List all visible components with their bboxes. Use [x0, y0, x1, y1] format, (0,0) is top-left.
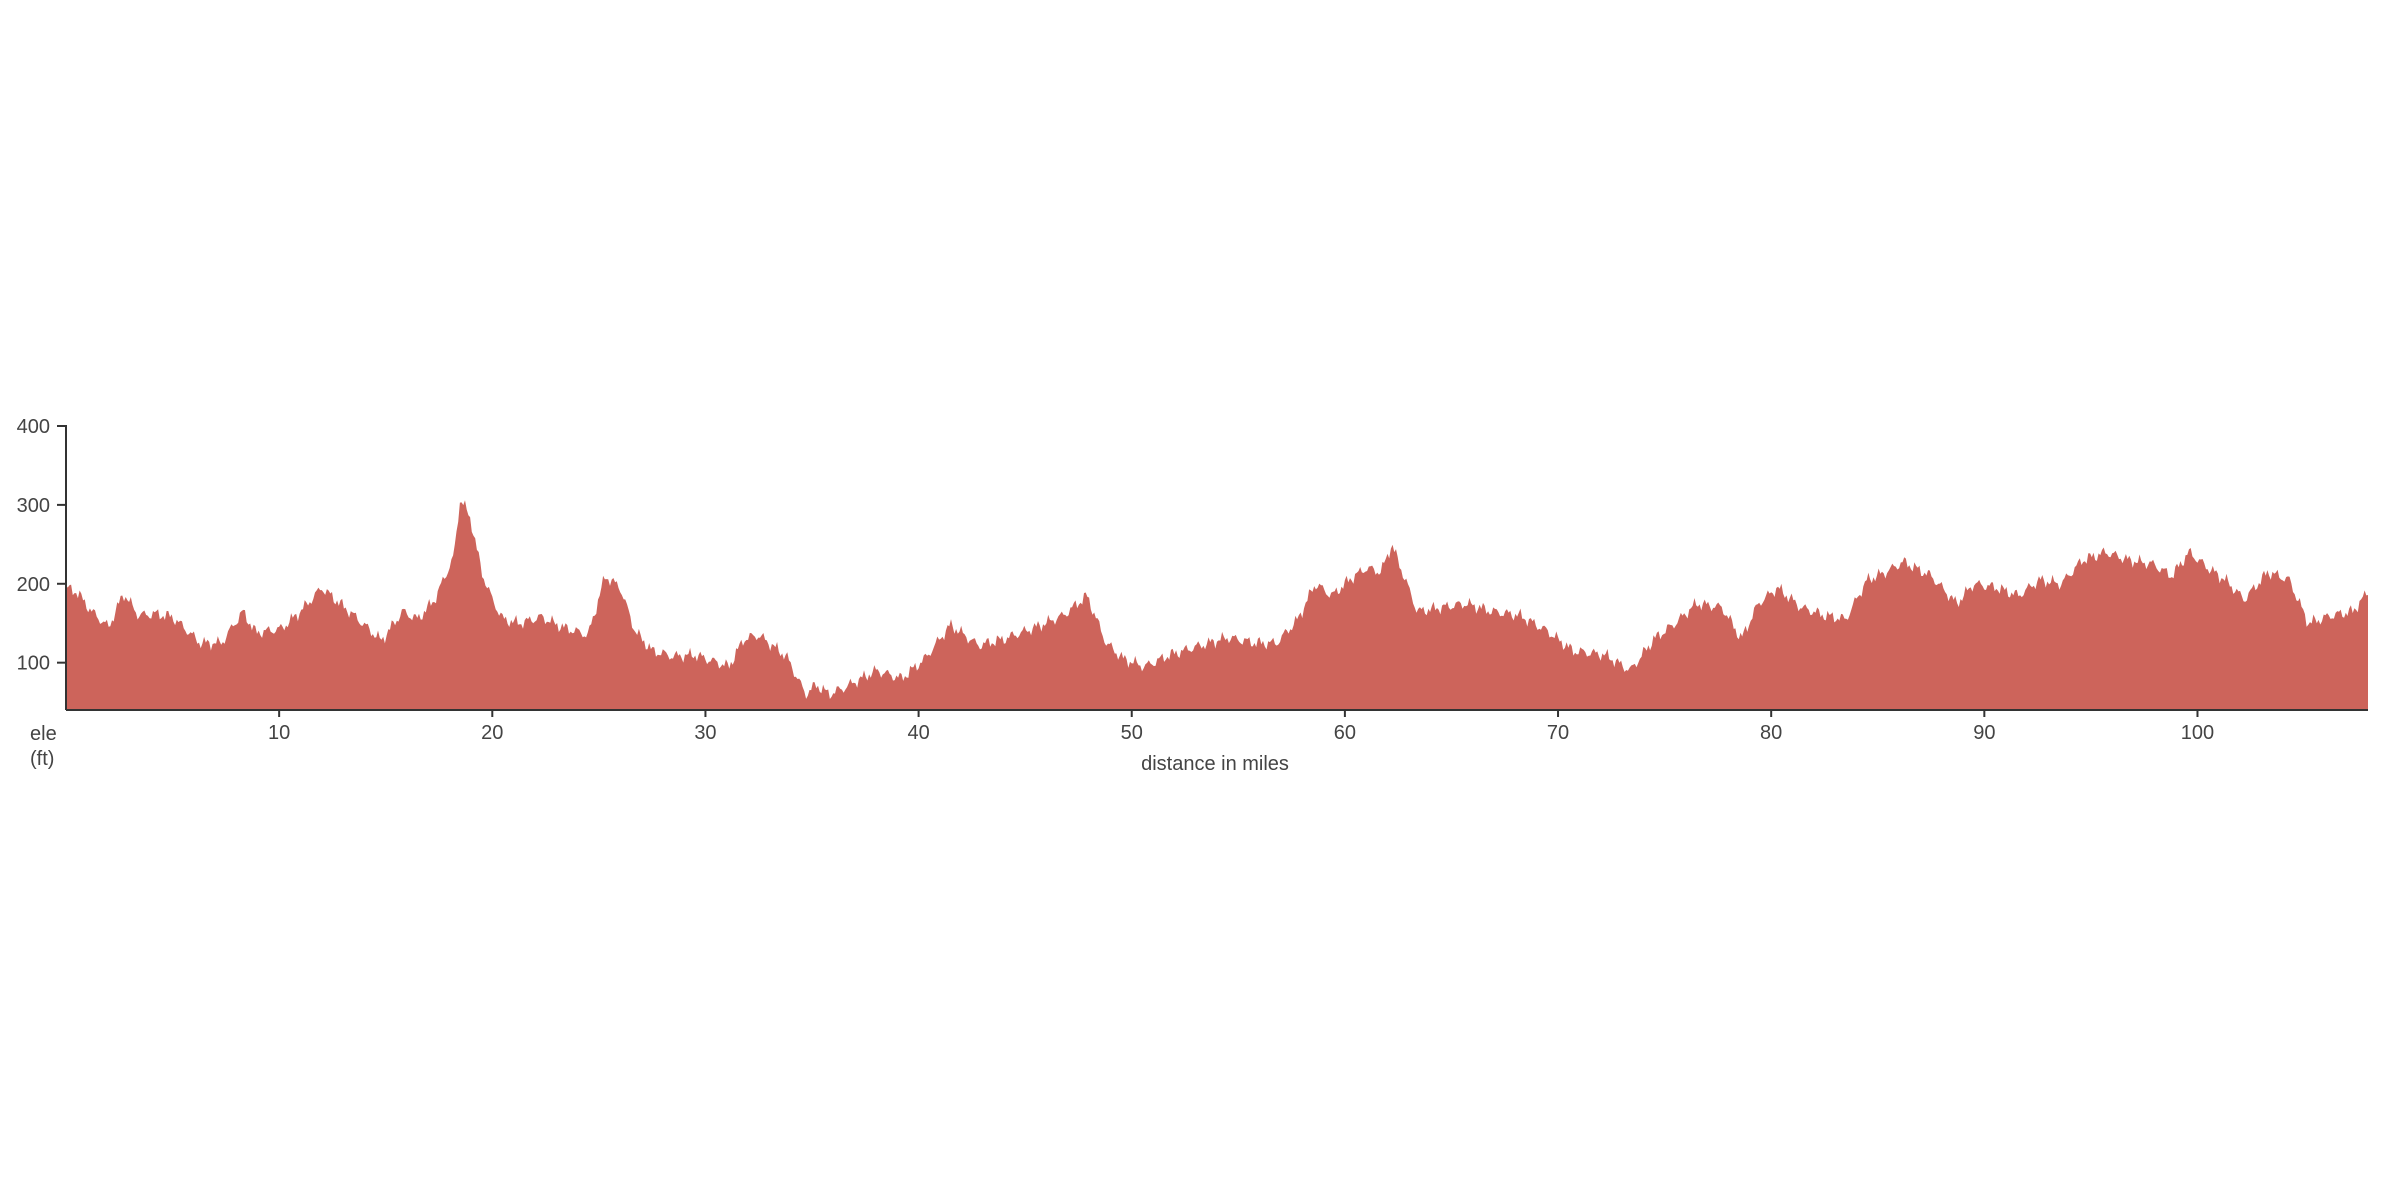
x-tick-label-60: 60 — [1334, 722, 1356, 744]
x-axis-title: distance in miles — [1141, 753, 1289, 775]
y-tick-label-100: 100 — [17, 653, 50, 675]
x-tick-label-30: 30 — [694, 722, 716, 744]
x-tick-label-40: 40 — [907, 722, 929, 744]
y-tick-label-400: 400 — [17, 416, 50, 438]
x-tick-label-80: 80 — [1760, 722, 1782, 744]
x-tick-label-90: 90 — [1973, 722, 1995, 744]
x-tick-label-70: 70 — [1547, 722, 1569, 744]
x-tick-label-100: 100 — [2181, 722, 2214, 744]
y-tick-label-200: 200 — [17, 574, 50, 596]
x-tick-label-50: 50 — [1121, 722, 1143, 744]
y-tick-label-300: 300 — [17, 495, 50, 517]
elevation-area-series-0 — [66, 500, 2368, 710]
x-tick-label-10: 10 — [268, 722, 290, 744]
y-axis-title-line2: (ft) — [30, 748, 54, 770]
y-axis-title-line1: ele — [30, 723, 57, 745]
x-tick-label-20: 20 — [481, 722, 503, 744]
